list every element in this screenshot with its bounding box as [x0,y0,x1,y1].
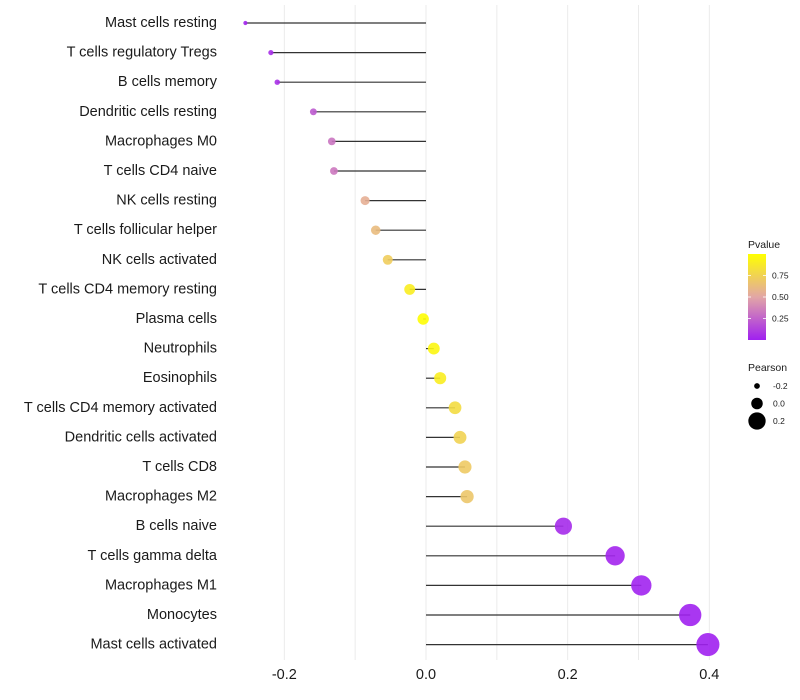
data-point [434,372,447,385]
x-axis-labels: -0.2 0.0 0.2 0.4 [272,667,720,683]
size-legend-dot [754,383,760,389]
category-label: NK cells activated [102,252,217,268]
category-label: Mast cells resting [105,15,217,31]
data-point [243,20,248,26]
category-label: Dendritic cells resting [79,104,217,120]
size-legend-dot [748,412,766,430]
grid-lines [283,5,710,660]
data-point [309,108,317,116]
pearson-legend: Pearson -0.2 0.0 0.2 [748,362,788,430]
category-label: T cells gamma delta [88,548,218,564]
data-point [274,79,280,85]
category-label: B cells naive [136,518,217,534]
category-label: B cells memory [118,74,218,90]
x-tick-label: -0.2 [272,667,297,683]
category-label: T cells CD4 naive [104,163,217,179]
data-point [330,167,338,175]
data-point [360,196,370,206]
size-legend-label: 0.2 [773,416,785,426]
category-label: Macrophages M2 [105,489,217,505]
colorbar-tick-label: 0.25 [772,314,789,324]
data-point [268,50,274,56]
category-label: T cells follicular helper [74,222,217,238]
data-point [404,283,416,295]
data-point [382,254,393,265]
data-point [605,546,625,566]
category-label: Neutrophils [144,341,217,357]
data-point [448,401,462,415]
category-label: T cells CD8 [142,459,217,475]
category-label: Dendritic cells activated [65,429,217,445]
y-axis-labels: Mast cells resting T cells regulatory Tre… [24,15,218,653]
data-point [453,430,467,444]
x-tick-label: 0.0 [416,667,436,683]
category-label: Plasma cells [136,311,217,327]
data-point [370,225,381,235]
data-point [427,342,440,355]
category-label: T cells CD4 memory activated [24,400,217,416]
pearson-legend-title: Pearson [748,362,787,374]
data-point [417,313,429,325]
x-tick-label: 0.2 [558,667,578,683]
category-label: Mast cells activated [90,637,217,653]
size-legend-label: 0.0 [773,399,785,409]
category-label: T cells regulatory Tregs [67,45,217,61]
data-point [460,489,474,504]
pvalue-legend-title: Pvalue [748,239,780,251]
pvalue-legend: Pvalue 0.25 0.50 0.75 [748,239,789,340]
dots [243,20,720,657]
data-point [458,460,472,474]
colorbar-tick-label: 0.50 [772,292,789,302]
colorbar-tick-label: 0.75 [772,271,789,281]
category-label: Macrophages M1 [105,577,217,593]
data-point [554,517,572,535]
size-legend-dot [751,397,763,410]
pvalue-colorbar [748,254,766,340]
category-label: NK cells resting [116,193,217,209]
category-label: T cells CD4 memory resting [38,281,217,297]
data-point [696,633,720,657]
category-label: Macrophages M0 [105,133,217,149]
size-legend-label: -0.2 [773,381,788,391]
category-label: Monocytes [147,607,217,623]
data-point [327,137,336,146]
data-point [631,575,652,596]
category-label: Eosinophils [143,370,217,386]
data-point [679,603,702,627]
x-tick-label: 0.4 [699,667,719,683]
